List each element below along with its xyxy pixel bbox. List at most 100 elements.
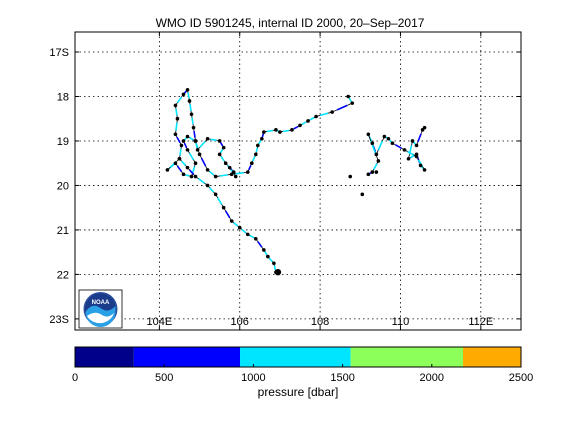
trajectory-south-depth-segment: [216, 197, 223, 205]
trajectory-south-point: [254, 237, 258, 241]
isolated-point: [348, 174, 353, 179]
trajectory-south-depth-segment: [241, 228, 247, 234]
trajectory-south-depth-segment: [268, 257, 273, 263]
colorbar-ticks: 0 500 1000 1500 2000 2500: [72, 364, 533, 384]
trajectory-main-point: [179, 143, 184, 148]
y-tick-label: 20: [57, 180, 69, 192]
trajectory-east-point: [414, 154, 419, 159]
trajectory-main-depth-segment: [258, 140, 262, 145]
trajectory-east-point: [406, 156, 411, 161]
trajectory-main-point: [298, 123, 302, 128]
trajectory-main-depth-segment: [235, 171, 244, 175]
trajectory-south-depth-segment: [273, 265, 277, 271]
trajectory-south-point: [245, 232, 250, 237]
colorbar-tick-label: 0: [72, 372, 78, 384]
trajectory-main-point: [306, 119, 310, 123]
trajectory-east-point: [370, 141, 375, 145]
trajectory-east-point: [390, 141, 395, 145]
trajectory-points: [165, 88, 427, 276]
trajectory-east-depth-segment: [377, 140, 384, 151]
colorbar-frame: [74, 346, 522, 368]
trajectory-main-point: [189, 112, 194, 117]
trajectory-main-point: [189, 174, 194, 179]
trajectory-main-point: [197, 152, 202, 157]
trajectory-east-point: [422, 168, 427, 172]
trajectory-south-point: [237, 225, 242, 230]
trajectory-east-point: [382, 134, 387, 139]
colorbar-band: [133, 347, 241, 367]
trajectory-main-point: [191, 125, 196, 130]
trajectory-east-point: [386, 136, 391, 141]
trajectory-main-depth-segment: [336, 104, 348, 111]
trajectory-main-depth-segment: [282, 129, 290, 133]
x-axis-ticks: 104E 106 108 110 112E: [147, 32, 493, 330]
trajectory-south-point: [177, 156, 182, 161]
trajectory-main-point: [185, 88, 190, 92]
colorbar-label: pressure [dbar]: [258, 385, 339, 399]
trajectory-south-depth-segment: [180, 160, 187, 166]
trajectory-main-point: [173, 132, 178, 137]
trajectory-east-depth-segment: [395, 144, 402, 149]
trajectory-main-point: [278, 130, 282, 134]
trajectory-main-depth-segment: [189, 104, 192, 112]
colorbar-tick-label: 2500: [509, 372, 533, 384]
trajectory-main-point: [350, 101, 355, 105]
trajectory-main-depth-segment: [219, 142, 224, 147]
trajectory-main-depth-segment: [255, 147, 259, 153]
trajectory-main-point: [205, 136, 210, 141]
trajectory-east-depth-segment: [412, 141, 417, 145]
y-tick-label: 19: [57, 136, 69, 148]
trajectory-main-point: [262, 130, 266, 134]
colorbar-tick-label: 500: [155, 372, 173, 384]
trajectory-main-point: [217, 139, 222, 143]
trajectory-main-point: [175, 116, 180, 121]
trajectory-main-point: [314, 114, 318, 119]
colorbar-band: [350, 347, 464, 367]
colorbar-band: [463, 347, 521, 367]
trajectory-main-point: [181, 139, 186, 143]
trajectory-main-depth-segment: [176, 165, 183, 173]
trajectory-main-depth-segment: [309, 116, 315, 121]
trajectory-south-point: [266, 254, 270, 259]
colorbar-tick-label: 1000: [241, 372, 265, 384]
y-tick-label: 23S: [49, 314, 69, 326]
trajectory-east-depth-segment: [388, 139, 393, 143]
trajectory-main-depth-segment: [209, 170, 215, 176]
colorbar-tick-label: 2000: [420, 372, 444, 384]
colorbar-tick-label: 1500: [330, 372, 354, 384]
x-tick-label: 110: [392, 316, 410, 328]
trajectory-south-point: [262, 248, 266, 252]
colorbar-bands: [75, 347, 521, 367]
trajectory-main-depth-segment: [200, 157, 207, 167]
trajectory-main-depth-segment: [219, 174, 228, 177]
trajectory-south-point: [193, 174, 198, 179]
trajectory-south-depth-segment: [188, 169, 195, 175]
x-tick-label: 108: [311, 316, 329, 328]
y-tick-label: 18: [57, 91, 69, 103]
trajectory-main-depth-segment: [252, 156, 256, 162]
colorbar-band: [75, 347, 134, 367]
trajectory-south-point: [229, 219, 234, 223]
trajectory-main-point: [181, 172, 186, 177]
trajectory-east-point: [374, 152, 379, 157]
trajectory-main-point: [221, 145, 226, 150]
trajectory-main-point: [346, 94, 351, 99]
trajectory-south-depth-segment: [264, 251, 268, 256]
trajectory-east-point: [414, 143, 419, 148]
trajectory-east-point: [418, 163, 423, 168]
isolated-point: [374, 170, 379, 174]
trajectory-main-point: [290, 128, 294, 132]
trajectory-main-depth-segment: [293, 125, 299, 130]
trajectory-main-depth-segment: [301, 121, 307, 125]
trajectory-main-depth-segment: [185, 174, 190, 177]
trajectory-main-depth-segment: [219, 148, 224, 154]
trajectory-main-point: [217, 152, 222, 157]
chart-title: WMO ID 5901245, internal ID 2000, 20–Sep…: [156, 16, 425, 30]
trajectory-east-point: [376, 159, 381, 163]
isolated-point: [360, 192, 365, 197]
trajectory-south-point: [221, 205, 226, 210]
trajectory-south-depth-segment: [198, 178, 206, 184]
trajectory-main-point: [245, 170, 250, 174]
